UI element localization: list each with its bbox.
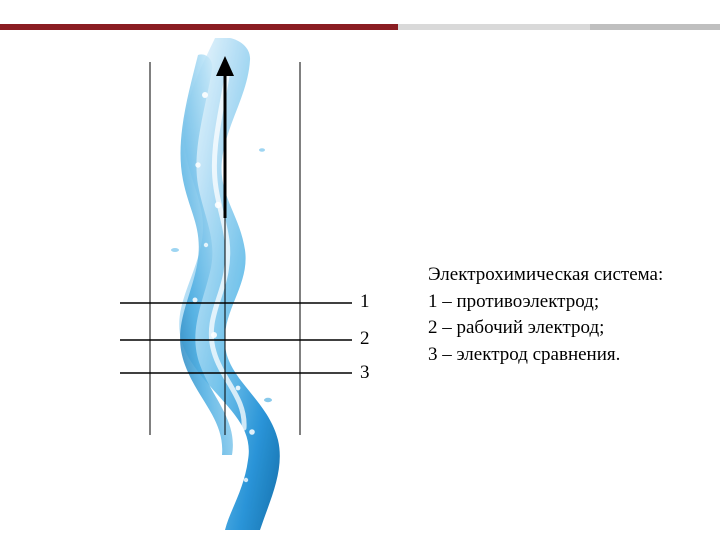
electrode-label-2: 2 bbox=[360, 328, 370, 350]
legend-item-1: 1 – противоэлектрод; bbox=[428, 289, 663, 316]
stage: 1 2 3 Электрохимическая система: 1 – про… bbox=[0, 0, 720, 540]
electrode-label-3: 3 bbox=[360, 362, 370, 384]
legend-item-3: 3 – электрод сравнения. bbox=[428, 342, 663, 369]
electrode-label-1: 1 bbox=[360, 291, 370, 313]
legend: Электрохимическая система: 1 – противоэл… bbox=[428, 262, 663, 368]
legend-item-2: 2 – рабочий электрод; bbox=[428, 315, 663, 342]
legend-title: Электрохимическая система: bbox=[428, 262, 663, 289]
